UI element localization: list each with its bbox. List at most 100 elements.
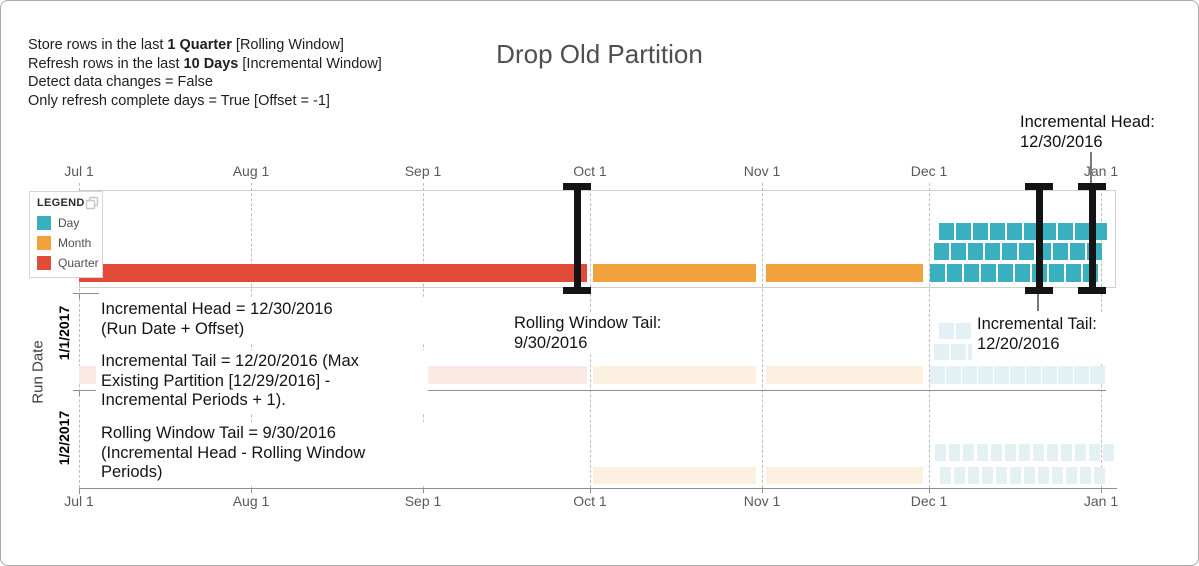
day-square-day_f: [1080, 467, 1091, 484]
partition-bar-month: [766, 264, 923, 282]
day-square-day_f: [1047, 444, 1058, 461]
legend-item-day: Day: [37, 216, 102, 230]
day-square-day: [951, 243, 966, 260]
day-square-day_f: [1089, 444, 1100, 461]
legend-title: LEGEND: [37, 197, 85, 209]
y-axis-title: Run Date: [29, 340, 47, 404]
x-axis-label-top: Oct 1: [573, 163, 607, 179]
day-square-day: [1070, 243, 1085, 260]
annotation-line: (Incremental Head - Rolling Window: [101, 443, 366, 462]
annotation-line: 9/30/2016: [514, 333, 588, 352]
config-line: Refresh rows in the last 10 Days [Increm…: [28, 55, 382, 74]
day-square-day: [1019, 243, 1034, 260]
axis-tick: [762, 488, 763, 493]
partition-bar-month_f: [593, 467, 756, 484]
day-square-day_f: [977, 444, 988, 461]
day-square-day: [1058, 223, 1073, 240]
day-square-day: [998, 264, 1013, 282]
x-axis-label-bottom: Jan 1: [1083, 493, 1119, 509]
day-square-day_f: [940, 467, 951, 484]
x-axis-label-top: Nov 1: [743, 163, 781, 179]
day-square-day_f: [1090, 366, 1105, 384]
annotation-line: Existing Partition [12/29/2016] -: [101, 371, 331, 390]
annotation-line: (Run Date + Offset): [101, 319, 245, 338]
y-axis-row-label-1: 1/1/2017: [56, 305, 72, 361]
config-line-part: [Rolling Window]: [231, 37, 344, 53]
day-square-day: [939, 223, 954, 240]
day-square-day: [1041, 223, 1056, 240]
copy-icon[interactable]: [85, 196, 99, 210]
x-axis-label-bottom: Dec 1: [910, 493, 948, 509]
gridline: [762, 183, 763, 488]
day-square-day: [973, 223, 988, 240]
day-square-day: [956, 223, 971, 240]
day-square-day_f: [982, 467, 993, 484]
day-square-day_f: [946, 366, 961, 384]
annotation-incremental-head-def: Incremental Head = 12/30/2016 (Run Date …: [96, 298, 426, 342]
day-square-day: [1007, 223, 1022, 240]
axis-line: [79, 488, 1117, 489]
day-square-day_f: [1010, 366, 1025, 384]
partition-bar-month: [593, 264, 756, 282]
day-square-day_f: [1033, 444, 1044, 461]
annotation-incremental-head-label: Incremental Head: 12/30/2016: [1020, 112, 1155, 152]
x-axis-label-bottom: Oct 1: [573, 493, 607, 509]
partition-bar-quarter: [79, 264, 587, 282]
day-square-day: [1066, 264, 1081, 282]
legend-swatch-day: [37, 216, 51, 230]
config-line-part: Store rows in the last: [28, 37, 168, 53]
page-title: Drop Old Partition: [496, 39, 703, 69]
day-square-day_f: [1061, 444, 1072, 461]
day-square-day: [1002, 243, 1017, 260]
annotation-incremental-tail-label: Incremental Tail: 12/20/2016: [972, 313, 1112, 363]
day-square-day: [947, 264, 962, 282]
day-square-day: [1015, 264, 1030, 282]
annotation-line: Periods): [101, 463, 163, 481]
legend-label-quarter: Quarter: [58, 256, 99, 270]
day-square-day: [1053, 243, 1068, 260]
day-square-day: [968, 243, 983, 260]
day-square-day: [964, 264, 979, 282]
config-line-bold: 1 Quarter: [167, 37, 232, 53]
annotation-line: 12/20/2016: [977, 334, 1060, 353]
legend-item-month: Month: [37, 236, 102, 250]
legend-swatch-quarter: [37, 256, 51, 270]
config-line: Detect data changes = False: [28, 73, 382, 92]
day-square-day: [1024, 223, 1039, 240]
annotation-line: Incremental Periods + 1).: [101, 391, 286, 409]
day-square-day_f: [1010, 467, 1021, 484]
marker-ibeam-stem: [573, 186, 581, 291]
day-square-day: [930, 264, 945, 282]
config-line-part: Detect data changes = False: [28, 74, 213, 90]
day-square-day_f: [939, 323, 954, 339]
partition-bar-month_f: [593, 366, 756, 384]
x-axis-label-top: Jan 1: [1083, 163, 1119, 179]
day-square-day_f: [930, 366, 945, 384]
x-axis-label-bottom: Sep 1: [404, 493, 442, 509]
annotation-incremental-tail-def: Incremental Tail = 12/20/2016 (Max Exist…: [96, 350, 428, 413]
annotation-line: Rolling Window Tail:: [514, 314, 662, 332]
day-square-day_f: [968, 467, 979, 484]
day-square-day_f: [956, 323, 971, 339]
day-square-day_f: [1038, 467, 1049, 484]
day-square-day_f: [1094, 467, 1105, 484]
day-square-day_f: [954, 467, 965, 484]
day-square-day_f: [951, 344, 966, 360]
annotation-line: Rolling Window Tail = 9/30/2016: [101, 424, 336, 442]
axis-tick: [251, 488, 252, 493]
legend-label-month: Month: [58, 236, 92, 250]
day-square-day_f: [1075, 444, 1086, 461]
config-line: Store rows in the last 1 Quarter [Rollin…: [28, 36, 382, 55]
axis-tick: [590, 488, 591, 493]
axis-tick: [423, 488, 424, 493]
day-square-day_f: [1066, 467, 1077, 484]
leader-line: [1090, 152, 1092, 184]
day-square-day_f: [1074, 366, 1089, 384]
day-square-day: [990, 223, 1005, 240]
day-square-day_f: [963, 444, 974, 461]
day-square-day_f: [934, 344, 949, 360]
day-square-day: [985, 243, 1000, 260]
gridline: [79, 183, 80, 488]
annotation-rolling-window-tail-def: Rolling Window Tail = 9/30/2016 (Increme…: [96, 422, 428, 486]
